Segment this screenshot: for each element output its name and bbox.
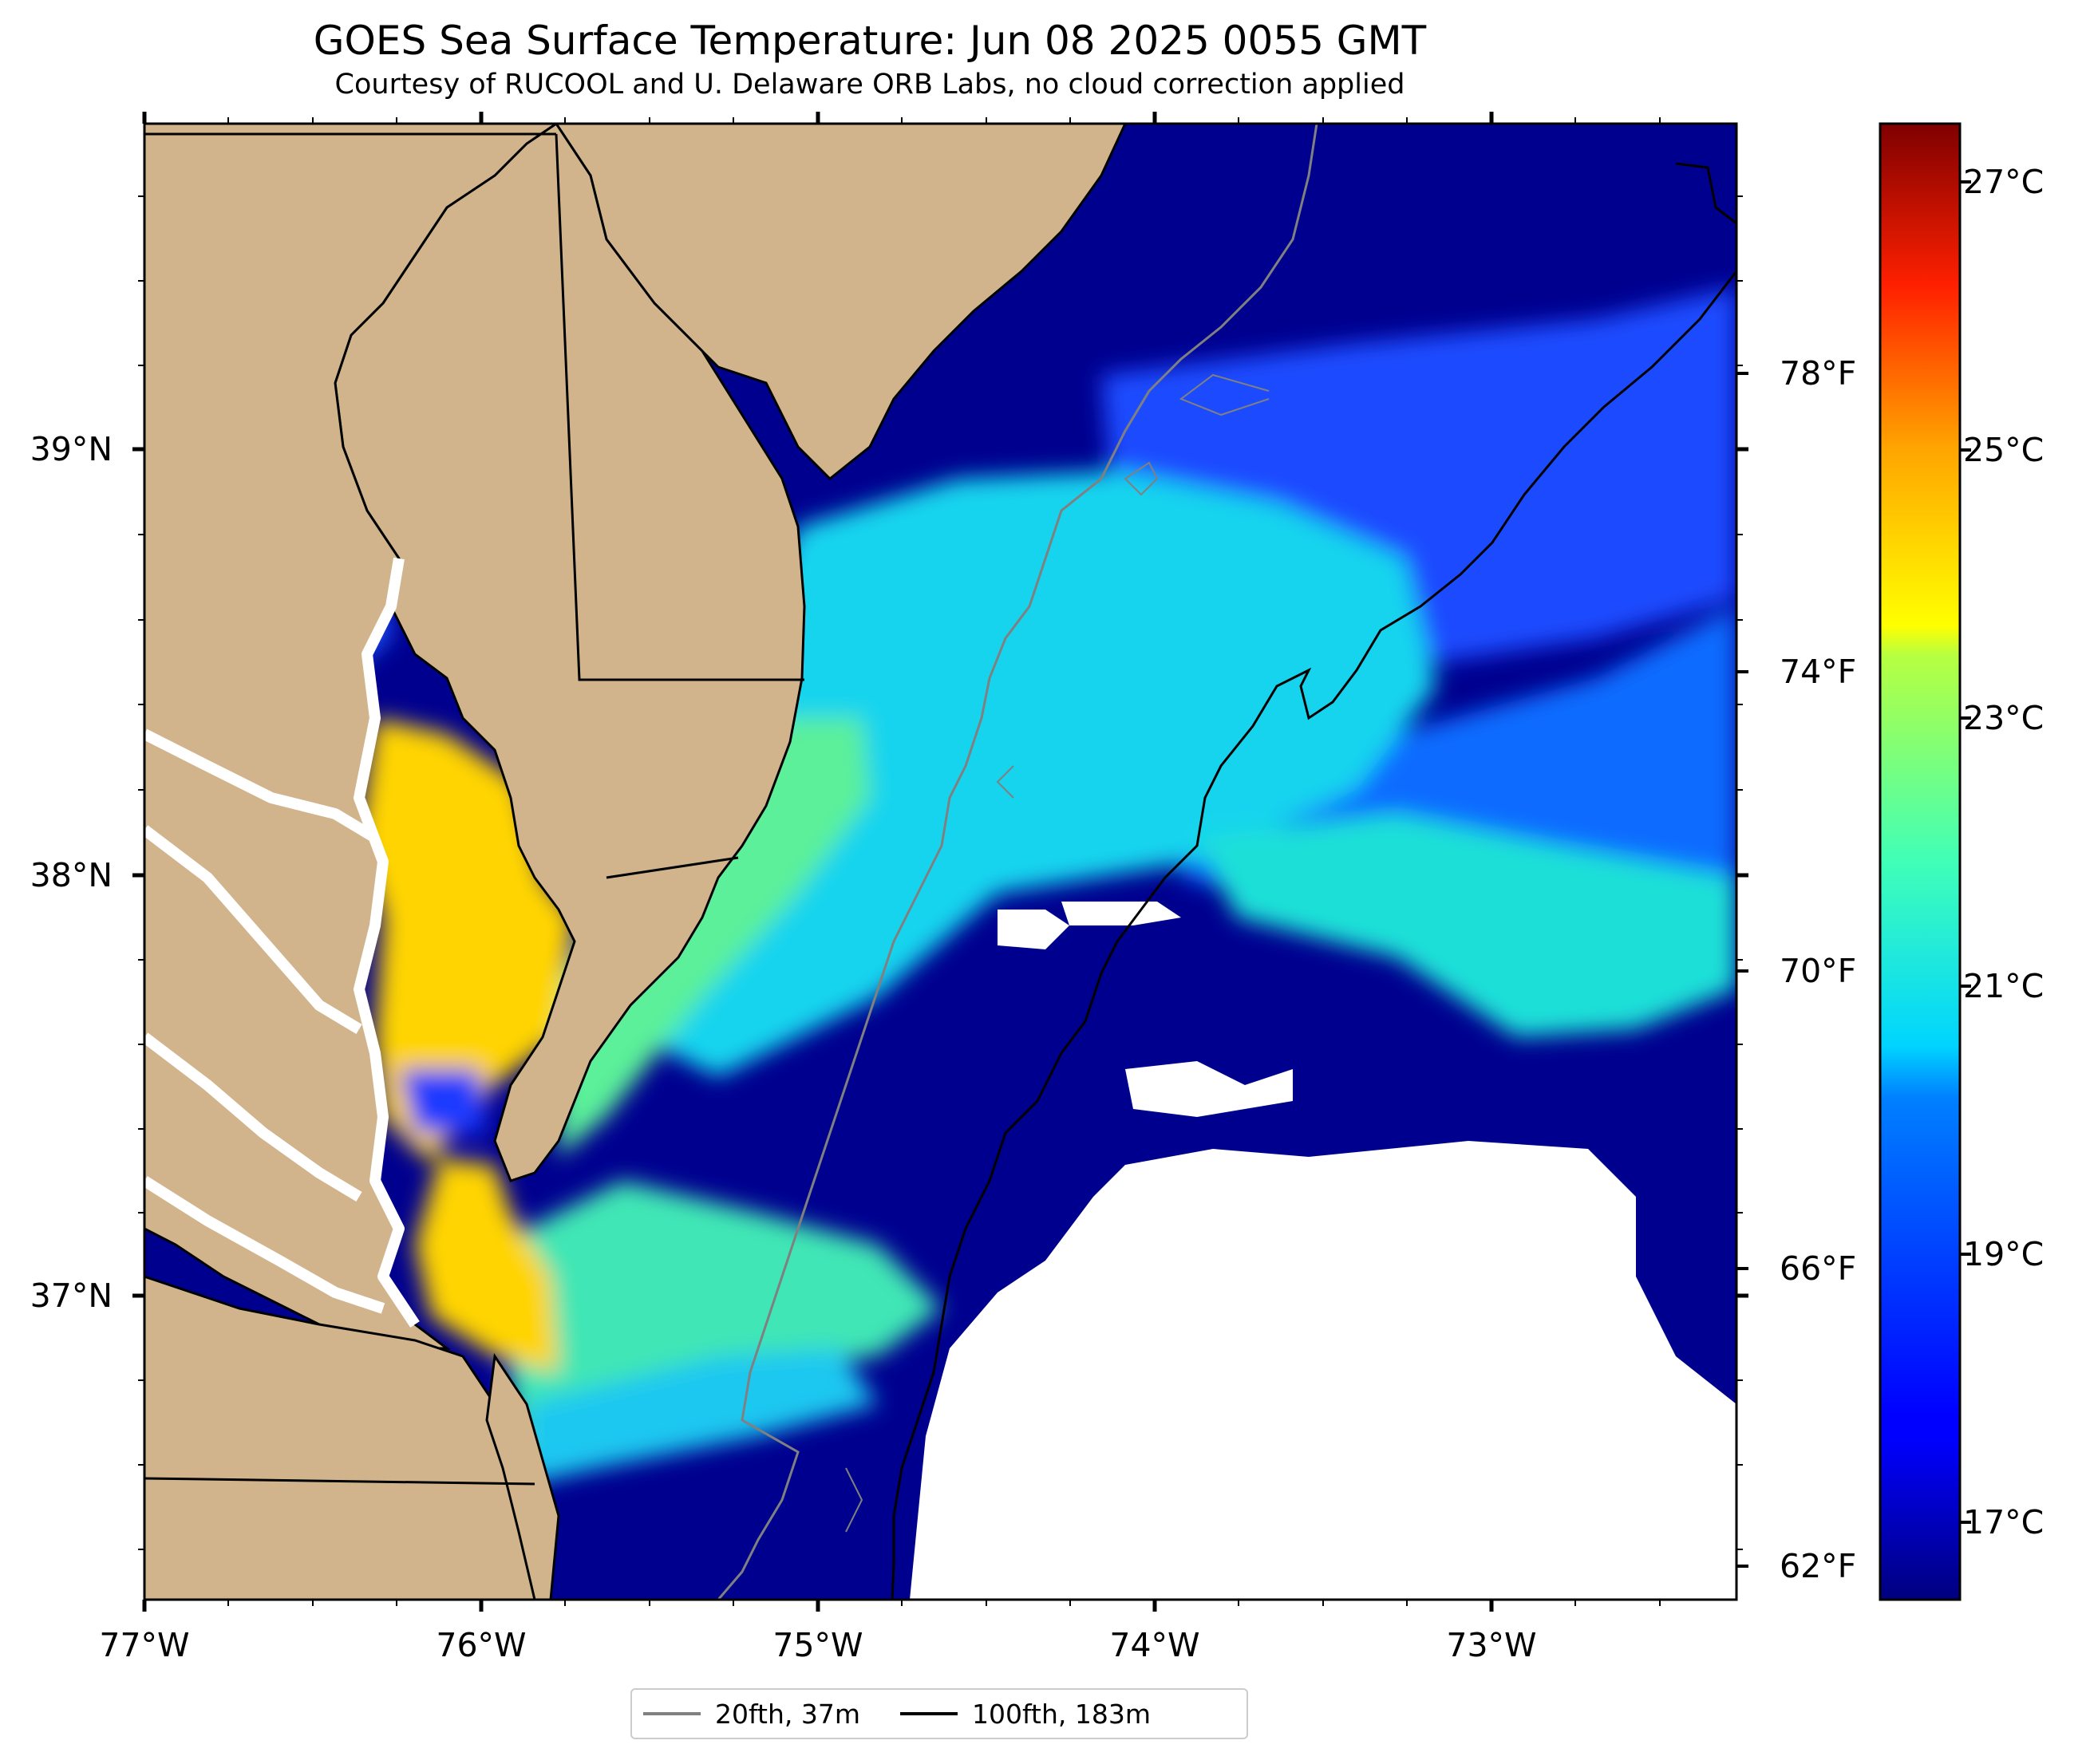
colorbar-f-label-66: 66°F — [1780, 1249, 1857, 1288]
isobath-100fth-ne — [1675, 162, 1736, 225]
longitude-minor-ticks — [227, 117, 1661, 1606]
potomac-margin — [144, 728, 378, 843]
chesapeake-warm-water — [359, 718, 575, 1372]
md-va-boundary — [606, 856, 739, 879]
lat-minor-ticks-right — [1736, 195, 1743, 1550]
eastern-shore-va-land — [485, 1352, 560, 1600]
colorbar — [1879, 122, 1962, 1601]
colorbar-f-label-78: 78°F — [1780, 354, 1857, 393]
isobath-20fth-islands — [845, 373, 1270, 1533]
map-frame — [143, 122, 1738, 1601]
york-margin — [144, 1032, 362, 1202]
colorbar-fahrenheit-ticks — [1736, 372, 1748, 1568]
lon-label-75w: 75°W — [772, 1626, 863, 1664]
shoreline-margins — [144, 557, 420, 1328]
colorbar-c-label-17: 17°C — [1963, 1503, 2045, 1541]
western-shore-margin — [354, 557, 420, 1328]
colorbar-celsius-ticks — [1960, 180, 1971, 1524]
lat-minor-ticks-left — [138, 195, 144, 1550]
isobath-legend: 20fth, 37m 100fth, 183m — [630, 1688, 1248, 1739]
legend-swatch-black — [900, 1712, 958, 1715]
cyan-east-patch — [1197, 814, 1736, 1037]
longitude-ticks — [142, 112, 1494, 1612]
legend-label-100fth: 100fth, 183m — [972, 1698, 1151, 1730]
lat-label-38n: 38°N — [30, 856, 113, 894]
legend-item-100fth: 100fth, 183m — [889, 1699, 1151, 1730]
land-masses — [144, 124, 1127, 1600]
colorbar-f-label-62: 62°F — [1780, 1547, 1857, 1585]
legend-item-20fth: 20fth, 37m — [632, 1699, 860, 1730]
james-margin — [144, 1176, 385, 1314]
green-nearshore-water — [559, 718, 870, 1157]
va-nc-boundary — [144, 1477, 535, 1486]
no-data-area-south — [910, 1141, 1736, 1600]
latitude-minor-ticks — [138, 195, 1743, 1550]
legend-label-20fth: 20fth, 37m — [715, 1698, 860, 1730]
no-data-patch — [1125, 1061, 1293, 1117]
legend-swatch-gray — [643, 1712, 701, 1715]
colorbar-f-label-70: 70°F — [1780, 952, 1857, 990]
lon-label-76w: 76°W — [436, 1626, 527, 1664]
southern-plume — [527, 1348, 878, 1484]
no-data-patch-2 — [998, 910, 1069, 949]
lon-label-74w: 74°W — [1109, 1626, 1200, 1664]
state-boundaries — [144, 132, 804, 1486]
lat-label-39n: 39°N — [30, 430, 113, 468]
colorbar-c-label-21: 21°C — [1963, 967, 2045, 1005]
colorbar-c-label-25: 25°C — [1963, 431, 2045, 469]
lon-minor-ticks-bottom — [227, 1600, 1661, 1606]
bay-mid-blue — [399, 1069, 487, 1133]
colorbar-f-label-74: 74°F — [1780, 653, 1857, 691]
map-area — [144, 124, 1736, 1600]
lat-label-37n: 37°N — [30, 1277, 113, 1315]
no-data-patch-3 — [1061, 902, 1181, 925]
sst-field — [319, 287, 1736, 1484]
cyan-shelf-water — [638, 471, 1436, 1077]
lon-label-73w: 73°W — [1446, 1626, 1537, 1664]
colorbar-c-label-19: 19°C — [1963, 1235, 2045, 1273]
map-subtitle: Courtesy of RUCOOL and U. Delaware ORB L… — [334, 69, 1405, 101]
latitude-ticks — [132, 447, 1748, 1298]
isobath-20fth — [717, 124, 1318, 1600]
map-title: GOES Sea Surface Temperature: Jun 08 202… — [313, 18, 1427, 64]
lon-minor-ticks-top — [227, 117, 1661, 124]
colorbar-c-label-27: 27°C — [1963, 163, 2045, 201]
de-md-boundary — [555, 133, 804, 681]
rappahannock-margin — [144, 825, 362, 1035]
lon-label-77w: 77°W — [99, 1626, 190, 1664]
isobath-100fth — [891, 270, 1736, 1600]
colorbar-c-label-23: 23°C — [1963, 699, 2045, 737]
